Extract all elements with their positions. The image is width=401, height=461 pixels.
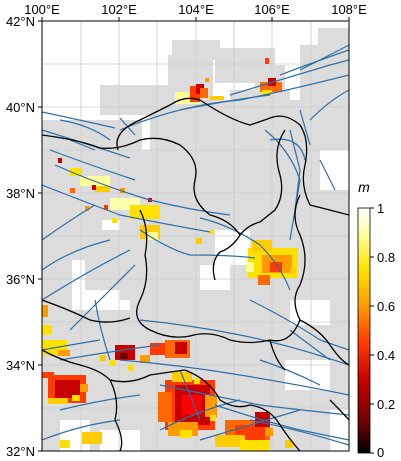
colorbar-tick-1: 0.8 bbox=[377, 250, 395, 265]
colorbar-tick-4: 0.2 bbox=[377, 397, 395, 412]
axis-ticks bbox=[38, 17, 350, 452]
y-axis-labels: 42°N 40°N 38°N 36°N 34°N 32°N bbox=[6, 14, 35, 459]
y-tick-label-5: 32°N bbox=[6, 444, 35, 459]
colorbar-tick-3: 0.4 bbox=[377, 348, 395, 363]
admin-boundaries bbox=[42, 97, 349, 451]
y-tick-label-1: 40°N bbox=[6, 100, 35, 115]
y-tick-label-2: 38°N bbox=[6, 186, 35, 201]
colorbar-tick-0: 1 bbox=[377, 201, 384, 216]
m-value-hotspots bbox=[42, 58, 298, 451]
colorbar-tick-2: 0.6 bbox=[377, 299, 395, 314]
x-tick-label-1: 102°E bbox=[101, 2, 137, 17]
x-tick-label-2: 104°E bbox=[178, 2, 214, 17]
x-axis-labels: 100°E 102°E 104°E 106°E 108°E bbox=[24, 2, 367, 17]
x-tick-label-4: 108°E bbox=[331, 2, 367, 17]
colorbar-tick-5: 0 bbox=[377, 445, 384, 460]
y-tick-label-0: 42°N bbox=[6, 14, 35, 29]
colorbar-gradient bbox=[357, 207, 371, 454]
y-tick-label-4: 34°N bbox=[6, 358, 35, 373]
colorbar: m 1 0.8 0.6 0.4 0.2 0 bbox=[357, 179, 395, 460]
fault-lines bbox=[42, 44, 349, 446]
x-tick-label-3: 106°E bbox=[254, 2, 290, 17]
colorbar-title: m bbox=[358, 179, 370, 195]
x-tick-label-0: 100°E bbox=[24, 2, 60, 17]
y-tick-label-3: 36°N bbox=[6, 272, 35, 287]
